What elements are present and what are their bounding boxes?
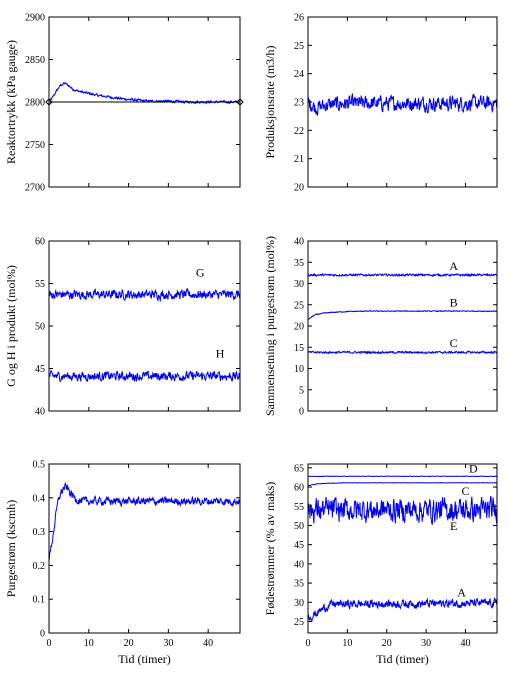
y-tick-label: 23 <box>294 98 304 109</box>
y-tick-label: 60 <box>294 483 304 494</box>
x-tick-label: 0 <box>306 638 311 649</box>
x-tick-label: 40 <box>203 638 213 649</box>
series-annotation: D <box>469 461 478 475</box>
y-tick-label: 50 <box>35 322 45 333</box>
y-axis-label: G og H i produkt (mol%) <box>4 265 18 387</box>
chart-panel-1: 2700 2750 2800 2850 2900 Reaktortrykk (kPa ga… <box>4 13 244 194</box>
x-tick-label: 0 <box>47 638 52 649</box>
y-tick-label: 10 <box>294 364 304 375</box>
y-tick-label: 0.4 <box>33 493 46 504</box>
y-tick-label: 35 <box>294 579 304 590</box>
x-tick-label: 30 <box>163 638 173 649</box>
x-axis-label: Tid (timer) <box>118 652 171 666</box>
chart-panel-2: 20 21 22 23 24 25 26 Produksjonsrate (m3/h) <box>263 13 498 194</box>
series-line-4 <box>308 596 497 623</box>
series-annotation: A <box>457 586 466 600</box>
series-annotation: H <box>216 346 225 360</box>
axes-box <box>48 463 241 634</box>
series-annotation: C <box>450 336 458 350</box>
chart-panel-4: 0 5 10 15 20 25 30 35 40 Sammensetning i purgestr… <box>263 236 498 418</box>
series-annotation: C <box>461 484 469 498</box>
y-tick-label: 0.2 <box>33 561 46 572</box>
series-line-3 <box>308 495 497 525</box>
axes-box <box>307 240 498 412</box>
chart-panel-5: 0 0.1 0.2 0.3 0.4 0.5 0 10 20 30 40 Purgestrøm (ksc… <box>4 460 241 666</box>
chart-panel-6: 25 30 35 40 45 50 55 60 65 0 10 20 30 40 Fødestrømmer … <box>263 461 498 666</box>
y-tick-label: 24 <box>294 69 304 80</box>
y-tick-label: 25 <box>294 617 304 628</box>
y-tick-label: 25 <box>294 41 304 52</box>
y-tick-label: 40 <box>294 237 304 248</box>
y-tick-label: 30 <box>294 598 304 609</box>
y-tick-label: 40 <box>35 407 45 418</box>
y-tick-label: 2850 <box>25 55 45 66</box>
series-line-1 <box>308 92 497 117</box>
y-tick-label: 20 <box>294 183 304 194</box>
y-tick-label: 26 <box>294 13 304 24</box>
x-tick-label: 40 <box>461 638 471 649</box>
series-line-1 <box>308 475 497 478</box>
x-tick-label: 20 <box>124 638 134 649</box>
y-tick-label: 0.5 <box>33 460 46 471</box>
y-tick-label: 2750 <box>25 140 45 151</box>
series-line-2 <box>308 482 497 487</box>
x-axis-label: Tid (timer) <box>376 652 429 666</box>
series-line-2 <box>308 310 497 320</box>
series-line-2 <box>49 369 240 383</box>
series-annotation: E <box>450 519 457 533</box>
y-tick-label: 0 <box>40 629 45 640</box>
y-tick-label: 55 <box>294 502 304 513</box>
series-line-1 <box>49 82 240 105</box>
y-tick-label: 55 <box>35 279 45 290</box>
y-axis-label: Reaktortrykk (kPa gauge) <box>4 40 18 164</box>
series-line-1 <box>49 481 240 562</box>
x-tick-label: 10 <box>84 638 94 649</box>
y-tick-label: 25 <box>294 300 304 311</box>
y-tick-label: 40 <box>294 559 304 570</box>
y-tick-label: 15 <box>294 343 304 354</box>
y-tick-label: 22 <box>294 126 304 137</box>
series-annotation: B <box>450 295 458 309</box>
y-axis-label: Sammensetning i purgestrøm (mol%) <box>263 236 277 416</box>
y-axis-label: Produksjonsrate (m3/h) <box>263 46 277 159</box>
series-line-3 <box>308 350 497 355</box>
series-line-1 <box>308 272 497 278</box>
y-tick-label: 5 <box>299 385 304 396</box>
chart-panel-3: 40 45 50 55 60 G og H i produkt (mol%) G H <box>4 237 241 418</box>
axes-box <box>307 463 498 634</box>
y-tick-label: 2800 <box>25 98 45 109</box>
y-tick-label: 0.1 <box>33 595 46 606</box>
y-tick-label: 35 <box>294 258 304 269</box>
y-axis-label: Fødestrømmer (% av maks) <box>263 482 277 616</box>
y-tick-label: 50 <box>294 521 304 532</box>
y-tick-label: 2900 <box>25 13 45 24</box>
y-tick-label: 60 <box>35 237 45 248</box>
y-tick-label: 65 <box>294 463 304 474</box>
y-tick-label: 20 <box>294 322 304 333</box>
y-tick-label: 30 <box>294 279 304 290</box>
y-tick-label: 2700 <box>25 183 45 194</box>
x-tick-label: 20 <box>382 638 392 649</box>
series-annotation: G <box>196 266 205 280</box>
x-tick-label: 30 <box>421 638 431 649</box>
y-tick-label: 45 <box>35 364 45 375</box>
series-annotation: A <box>449 259 458 273</box>
y-axis-label: Purgestrøm (kscmh) <box>4 500 18 597</box>
series-line-1 <box>49 287 240 303</box>
y-tick-label: 0.3 <box>33 527 46 538</box>
y-tick-label: 45 <box>294 540 304 551</box>
axes-box <box>48 240 241 412</box>
y-tick-label: 21 <box>294 154 304 165</box>
y-tick-label: 0 <box>299 407 304 418</box>
x-tick-label: 10 <box>342 638 352 649</box>
